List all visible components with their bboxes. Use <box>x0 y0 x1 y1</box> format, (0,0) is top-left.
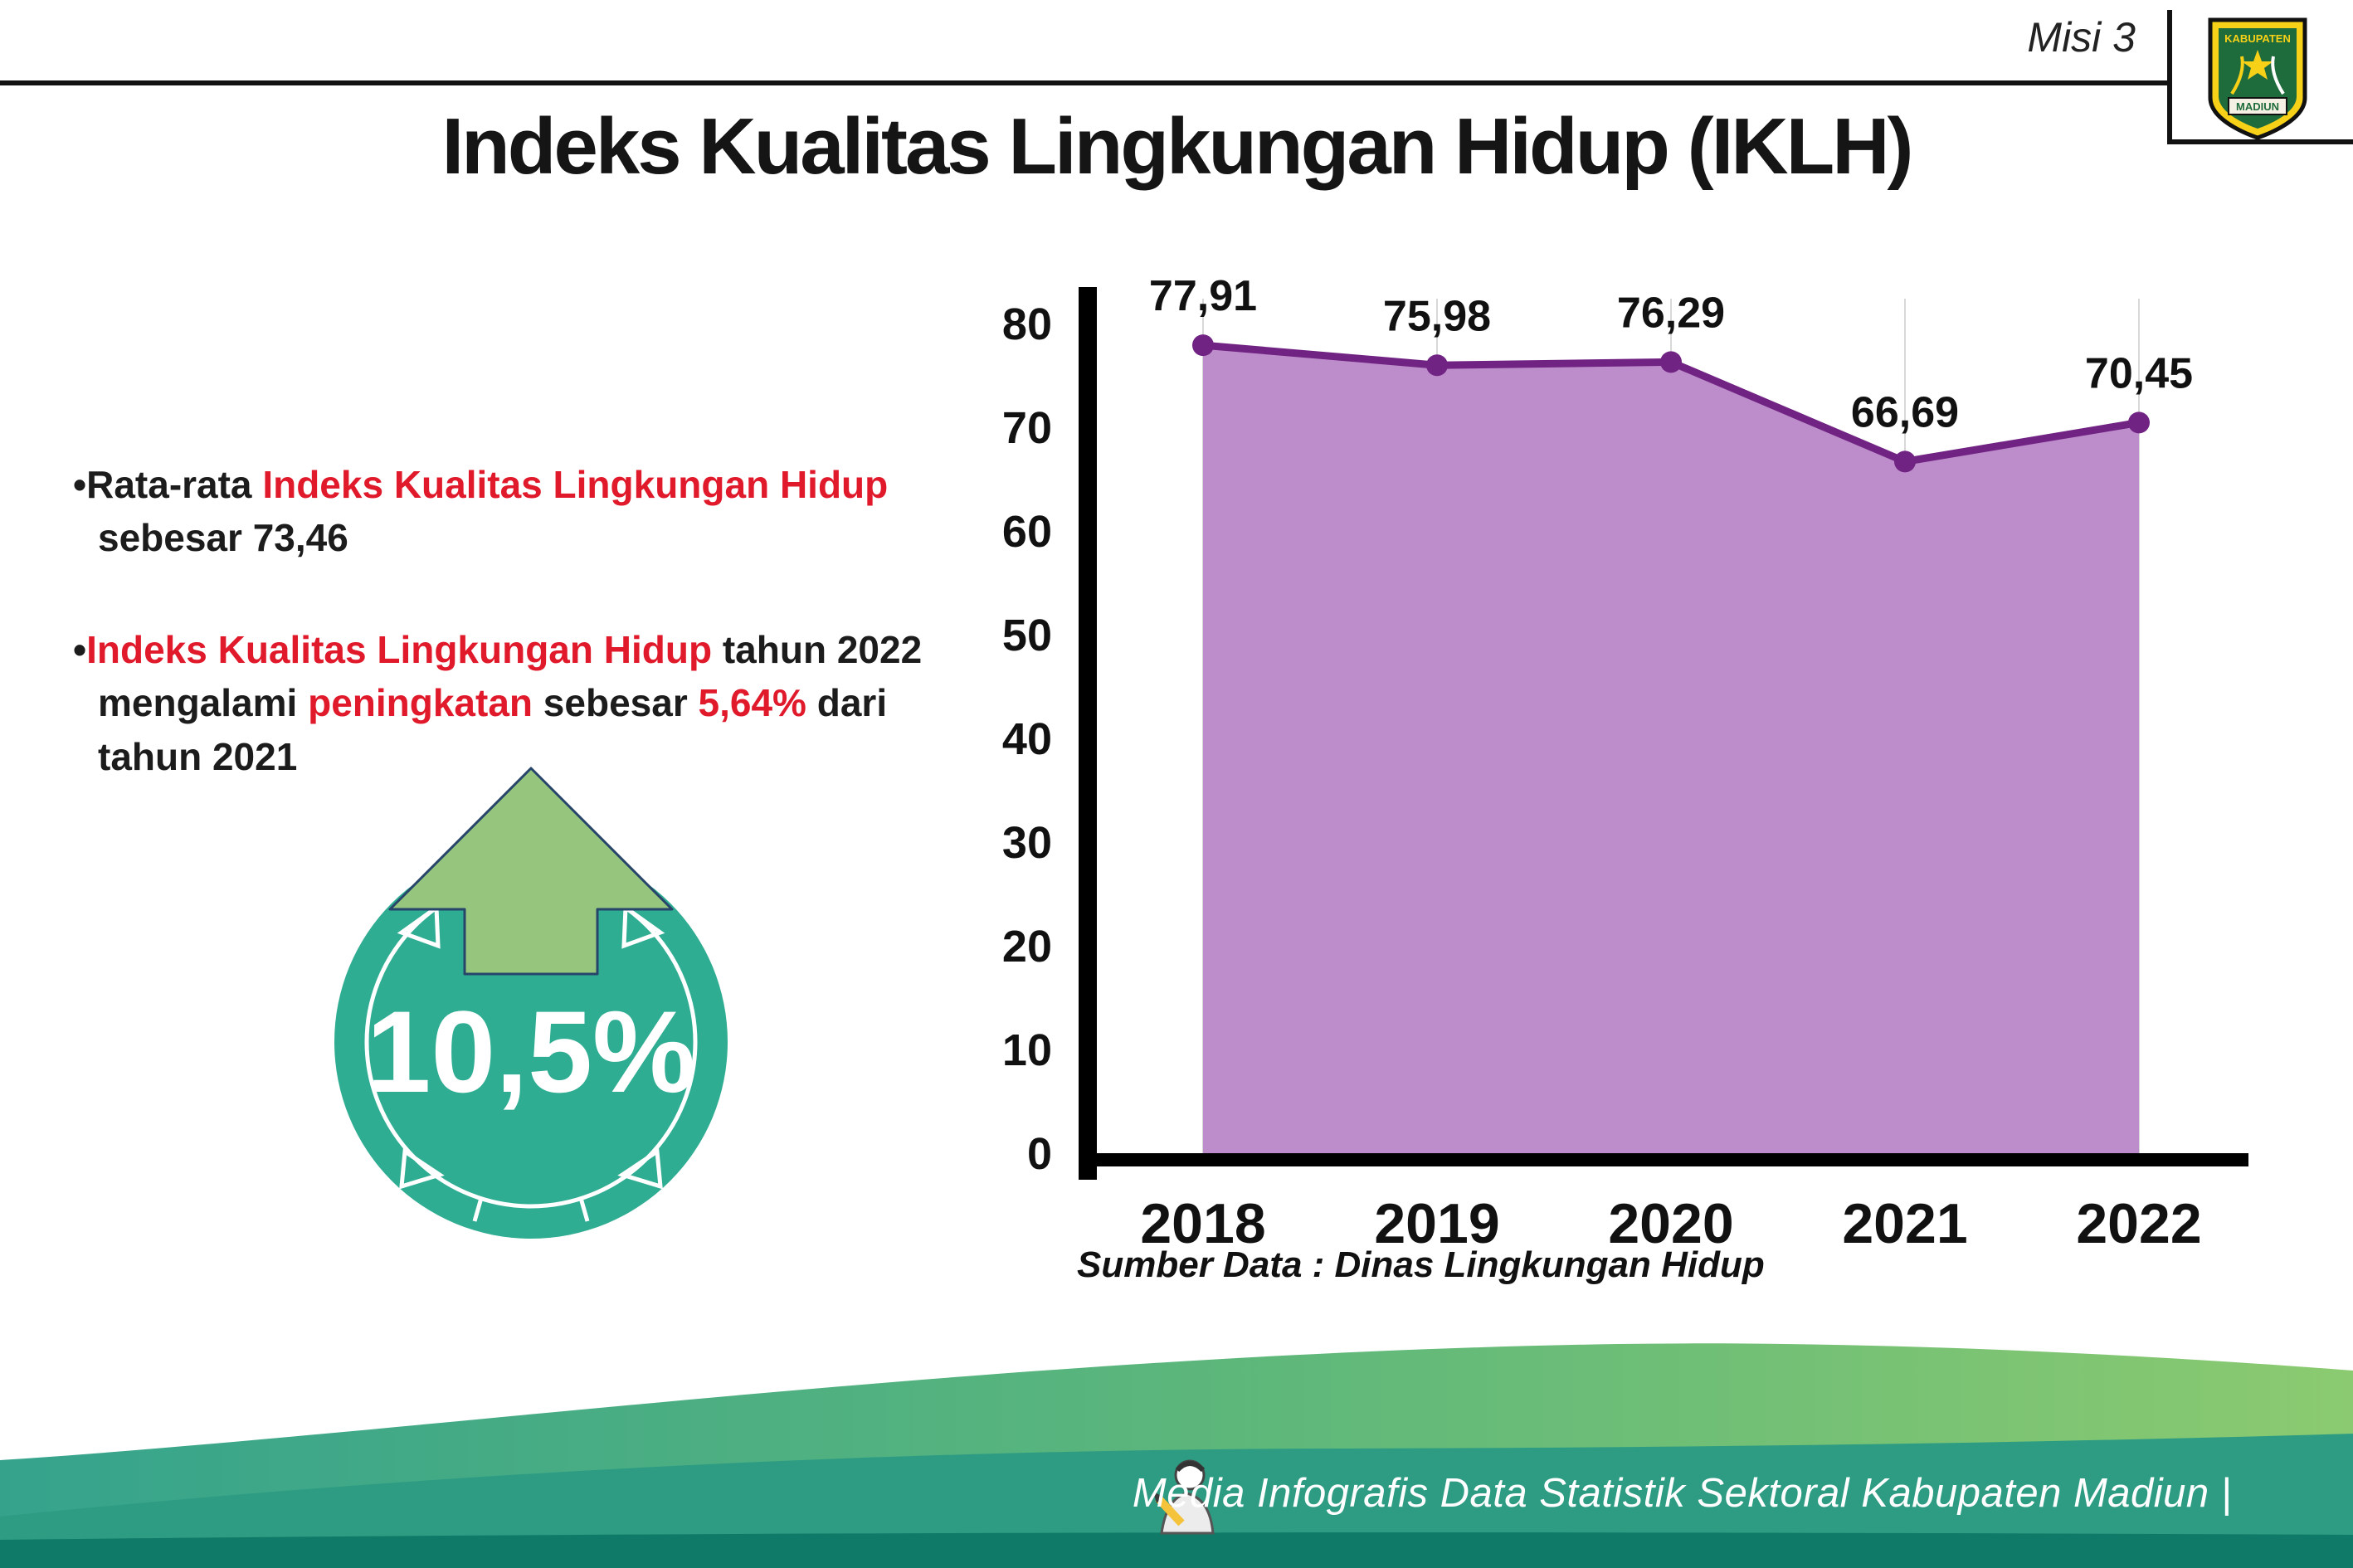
mascot-pencil-tip <box>1153 1492 1163 1503</box>
badge-tick-se <box>617 1147 663 1190</box>
kabupaten-madiun-logo: KABUPATEN MADIUN <box>2208 17 2307 140</box>
badge-tick-sw <box>399 1147 445 1190</box>
y-tick-label: 30 <box>1002 818 1052 868</box>
bullet2-part2: tahun 2022 mengalami <box>98 627 923 725</box>
data-label: 76,29 <box>1617 289 1725 337</box>
logo-banner <box>2228 97 2287 115</box>
data-point <box>1660 351 1682 373</box>
x-axis <box>1079 1153 2248 1166</box>
logo-star-icon <box>2242 50 2273 80</box>
bullet2-part6: dari tahun 2021 <box>98 681 888 778</box>
data-point <box>1192 334 1214 357</box>
y-tick-label: 50 <box>1002 611 1052 660</box>
mascot-body <box>1160 1492 1215 1535</box>
footer-wave-dark <box>0 1532 2353 1568</box>
logo-text-kabupaten: KABUPATEN <box>2224 32 2291 45</box>
key-points: •Rata-rata Indeks Kualitas Lingkungan Hi… <box>73 458 940 841</box>
y-tick-label: 20 <box>1002 922 1052 971</box>
x-tick-label: 2021 <box>1842 1192 1967 1255</box>
data-point <box>2128 411 2150 434</box>
bullet1-part3: sebesar 73,46 <box>98 516 348 560</box>
bullet2-part3: peningkatan <box>308 681 533 725</box>
chart-source: Sumber Data : Dinas Lingkungan Hidup <box>1077 1244 1765 1285</box>
mascot-icon <box>1153 1459 1215 1535</box>
x-tick-label: 2022 <box>2076 1192 2201 1255</box>
bullet1-part2: Indeks Kualitas Lingkungan Hidup <box>262 463 889 506</box>
y-tick-label: 70 <box>1002 403 1052 453</box>
badge-spark-left <box>472 1197 484 1222</box>
bullet1-part1: Rata-rata <box>86 463 263 506</box>
increase-badge: 10,5% <box>334 767 728 1239</box>
bullet-increase-iklh: •Indeks Kualitas Lingkungan Hidup tahun … <box>73 623 940 783</box>
area-fill <box>1203 345 2139 1153</box>
y-tick-label: 40 <box>1002 714 1052 764</box>
x-tick-label: 2020 <box>1608 1192 1733 1255</box>
data-point <box>1894 450 1916 473</box>
bullet2-part5: 5,64% <box>698 681 806 725</box>
logo-sprig-right <box>2271 56 2285 95</box>
data-label: 77,91 <box>1149 272 1257 320</box>
bullet-average-iklh: •Rata-rata Indeks Kualitas Lingkungan Hi… <box>73 458 940 565</box>
logo-text-madiun: MADIUN <box>2236 100 2279 113</box>
bullet-dot: • <box>73 463 87 506</box>
header-divider <box>0 80 2167 85</box>
x-tick-label: 2019 <box>1374 1192 1499 1255</box>
x-tick-label: 2018 <box>1140 1192 1265 1255</box>
badge-tick-nw <box>397 903 441 949</box>
badge-percentage: 10,5% <box>367 986 696 1117</box>
badge-tick-ne <box>621 903 665 949</box>
data-label: 70,45 <box>2085 349 2193 397</box>
bullet2-part4: sebesar <box>533 681 699 725</box>
iklh-chart-svg: 0 10 20 30 40 50 60 70 80 77,91 75,98 76,29 66,69 70,… <box>1002 272 2248 1255</box>
mascot-pencil <box>1155 1495 1185 1527</box>
badge-spark-right <box>578 1197 590 1222</box>
bullet2-part1: Indeks Kualitas Lingkungan Hidup <box>86 627 713 671</box>
bullet-dot: • <box>73 627 87 671</box>
iklh-chart: 0 10 20 30 40 50 60 70 80 77,91 75,98 76,29 66,69 70,… <box>954 249 2315 1319</box>
misi-label: Misi 3 <box>2027 14 2136 61</box>
data-point <box>1426 354 1448 377</box>
y-tick-label: 60 <box>1002 507 1052 557</box>
y-tick-label: 0 <box>1027 1129 1052 1179</box>
data-label: 66,69 <box>1851 388 1959 436</box>
data-label: 75,98 <box>1383 292 1491 340</box>
logo-sprig-left <box>2230 56 2244 95</box>
logo-frame: KABUPATEN MADIUN <box>2167 10 2353 144</box>
y-tick-label: 10 <box>1002 1025 1052 1075</box>
up-arrow-icon <box>388 767 674 976</box>
page-title: Indeks Kualitas Lingkungan Hidup (IKLH) <box>441 102 1913 191</box>
mascot-hair <box>1175 1461 1206 1473</box>
footer-credit: Media Infografis Data Statistik Sektoral… <box>1132 1471 2232 1516</box>
y-axis <box>1079 287 1097 1180</box>
y-tick-label: 80 <box>1002 299 1052 349</box>
